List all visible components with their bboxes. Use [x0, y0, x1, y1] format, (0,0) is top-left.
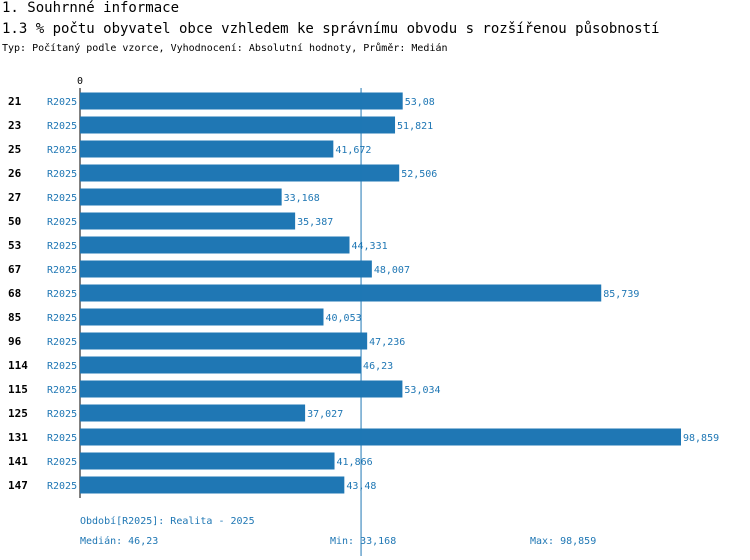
bar-value-label: 52,506: [401, 169, 437, 180]
axis-zero-label: 0: [77, 76, 83, 87]
series-label: R2025: [47, 337, 77, 348]
category-label: 50: [8, 215, 21, 228]
bar: [80, 380, 403, 398]
bar-value-label: 44,331: [352, 241, 388, 252]
bar: [80, 404, 306, 422]
bar-value-label: 40,053: [325, 313, 361, 324]
bar-value-label: 48,007: [374, 265, 410, 276]
series-label: R2025: [47, 481, 77, 492]
max-stat: Max: 98,859: [530, 536, 597, 547]
bar-value-label: 33,168: [284, 193, 320, 204]
series-label: R2025: [47, 313, 77, 324]
category-label: 131: [8, 431, 28, 444]
bar: [80, 428, 681, 446]
series-label: R2025: [47, 289, 77, 300]
category-label: 27: [8, 191, 21, 204]
series-label: R2025: [47, 217, 77, 228]
bar-value-label: 85,739: [603, 289, 639, 300]
series-label: R2025: [47, 121, 77, 132]
category-label: 115: [8, 383, 28, 396]
bar: [80, 164, 400, 182]
series-label: R2025: [47, 361, 77, 372]
category-label: 26: [8, 167, 22, 180]
min-stat: Min: 33,168: [330, 536, 397, 547]
category-label: 96: [8, 335, 22, 348]
category-label: 85: [8, 311, 21, 324]
bar: [80, 188, 282, 206]
bar: [80, 116, 396, 134]
series-label: R2025: [47, 193, 77, 204]
series-label: R2025: [47, 145, 77, 156]
series-label: R2025: [47, 409, 77, 420]
bar: [80, 260, 372, 278]
category-label: 53: [8, 239, 21, 252]
category-label: 68: [8, 287, 21, 300]
bar: [80, 140, 334, 158]
category-label: 25: [8, 143, 21, 156]
category-label: 147: [8, 479, 28, 492]
series-label: R2025: [47, 169, 77, 180]
median-stat: Medián: 46,23: [80, 536, 159, 547]
series-label: R2025: [47, 97, 77, 108]
bar: [80, 476, 345, 494]
chart-title: 1.3 % počtu obyvatel obce vzhledem ke sp…: [2, 21, 660, 37]
category-label: 67: [8, 263, 21, 276]
category-label: 23: [8, 119, 21, 132]
bar-value-label: 46,23: [363, 361, 393, 372]
category-label: 114: [8, 359, 28, 372]
bar-value-label: 37,027: [307, 409, 343, 420]
chart-subtitle: Typ: Počítaný podle vzorce, Vyhodnocení:…: [2, 43, 448, 54]
bar: [80, 332, 368, 350]
series-label: R2025: [47, 433, 77, 444]
bar: [80, 452, 335, 470]
category-label: 141: [8, 455, 28, 468]
bar: [80, 212, 296, 230]
bar: [80, 284, 602, 302]
period-note: Období[R2025]: Realita - 2025: [80, 516, 255, 527]
bar: [80, 92, 403, 110]
category-label: 125: [8, 407, 28, 420]
series-label: R2025: [47, 385, 77, 396]
bar-value-label: 51,821: [397, 121, 433, 132]
bar-value-label: 47,236: [369, 337, 405, 348]
bar: [80, 236, 350, 254]
bar-value-label: 53,08: [405, 97, 435, 108]
bar: [80, 356, 362, 374]
bar-value-label: 41,866: [337, 457, 373, 468]
series-label: R2025: [47, 457, 77, 468]
category-label: 21: [8, 95, 22, 108]
section-title: 1. Souhrnné informace: [2, 0, 180, 16]
bar-value-label: 53,034: [404, 385, 440, 396]
series-label: R2025: [47, 265, 77, 276]
bar-value-label: 35,387: [297, 217, 333, 228]
series-label: R2025: [47, 241, 77, 252]
bar-value-label: 98,859: [683, 433, 719, 444]
bar: [80, 308, 324, 326]
bar-value-label: 41,672: [335, 145, 371, 156]
